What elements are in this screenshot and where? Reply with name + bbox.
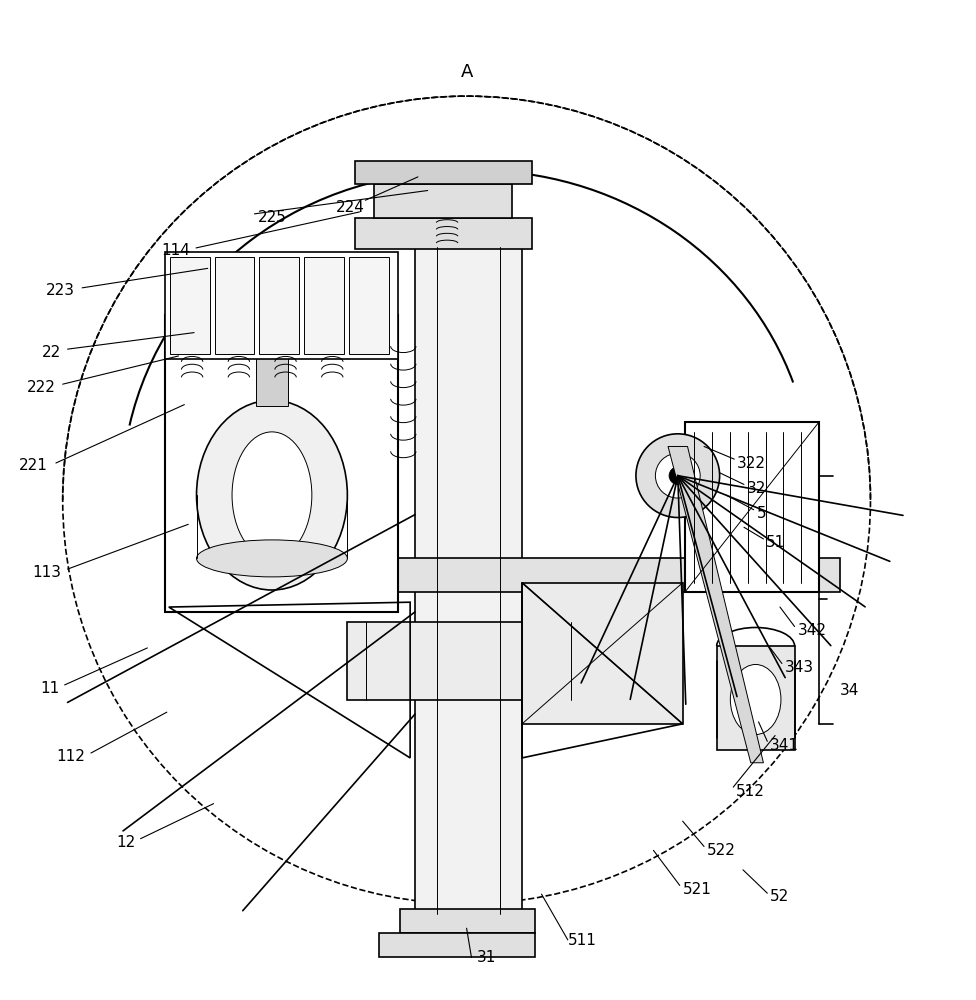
- Polygon shape: [716, 646, 794, 750]
- Text: 114: 114: [161, 243, 190, 258]
- Text: 224: 224: [336, 200, 365, 215]
- Circle shape: [669, 467, 686, 484]
- Polygon shape: [165, 252, 398, 359]
- Ellipse shape: [196, 540, 347, 577]
- Text: 343: 343: [785, 660, 814, 675]
- Polygon shape: [374, 184, 512, 218]
- Text: 113: 113: [33, 565, 61, 580]
- Text: 12: 12: [116, 835, 136, 850]
- Polygon shape: [170, 257, 210, 354]
- Text: 512: 512: [736, 784, 765, 799]
- Circle shape: [656, 453, 700, 498]
- Polygon shape: [415, 247, 522, 914]
- Text: 322: 322: [737, 456, 766, 471]
- Polygon shape: [305, 257, 344, 354]
- Polygon shape: [684, 422, 819, 592]
- Polygon shape: [668, 446, 763, 763]
- Polygon shape: [354, 218, 532, 249]
- Circle shape: [636, 434, 719, 518]
- Text: 34: 34: [840, 683, 860, 698]
- Text: 22: 22: [42, 345, 61, 360]
- Ellipse shape: [232, 432, 312, 558]
- Text: A: A: [461, 63, 472, 81]
- Text: 511: 511: [568, 933, 596, 948]
- Polygon shape: [257, 349, 289, 406]
- Polygon shape: [279, 558, 840, 592]
- Polygon shape: [215, 257, 255, 354]
- Polygon shape: [522, 583, 682, 724]
- Polygon shape: [348, 257, 388, 354]
- Text: 31: 31: [476, 950, 496, 965]
- Ellipse shape: [730, 664, 781, 735]
- Text: 225: 225: [259, 210, 287, 225]
- Polygon shape: [165, 315, 398, 612]
- Text: 221: 221: [20, 458, 48, 473]
- Polygon shape: [354, 161, 532, 184]
- Polygon shape: [400, 909, 535, 933]
- Text: 222: 222: [27, 380, 56, 395]
- Ellipse shape: [196, 400, 347, 590]
- Text: 51: 51: [766, 535, 786, 550]
- Text: 341: 341: [770, 738, 799, 753]
- Text: 11: 11: [41, 681, 60, 696]
- Text: 52: 52: [770, 889, 790, 904]
- Text: 32: 32: [747, 481, 766, 496]
- Text: 5: 5: [756, 506, 766, 521]
- Polygon shape: [379, 933, 535, 957]
- Polygon shape: [346, 622, 590, 700]
- Text: 223: 223: [46, 283, 75, 298]
- Polygon shape: [260, 257, 300, 354]
- Text: 522: 522: [707, 843, 736, 858]
- Text: 521: 521: [682, 882, 712, 897]
- Text: 342: 342: [797, 623, 827, 638]
- Text: 112: 112: [57, 749, 85, 764]
